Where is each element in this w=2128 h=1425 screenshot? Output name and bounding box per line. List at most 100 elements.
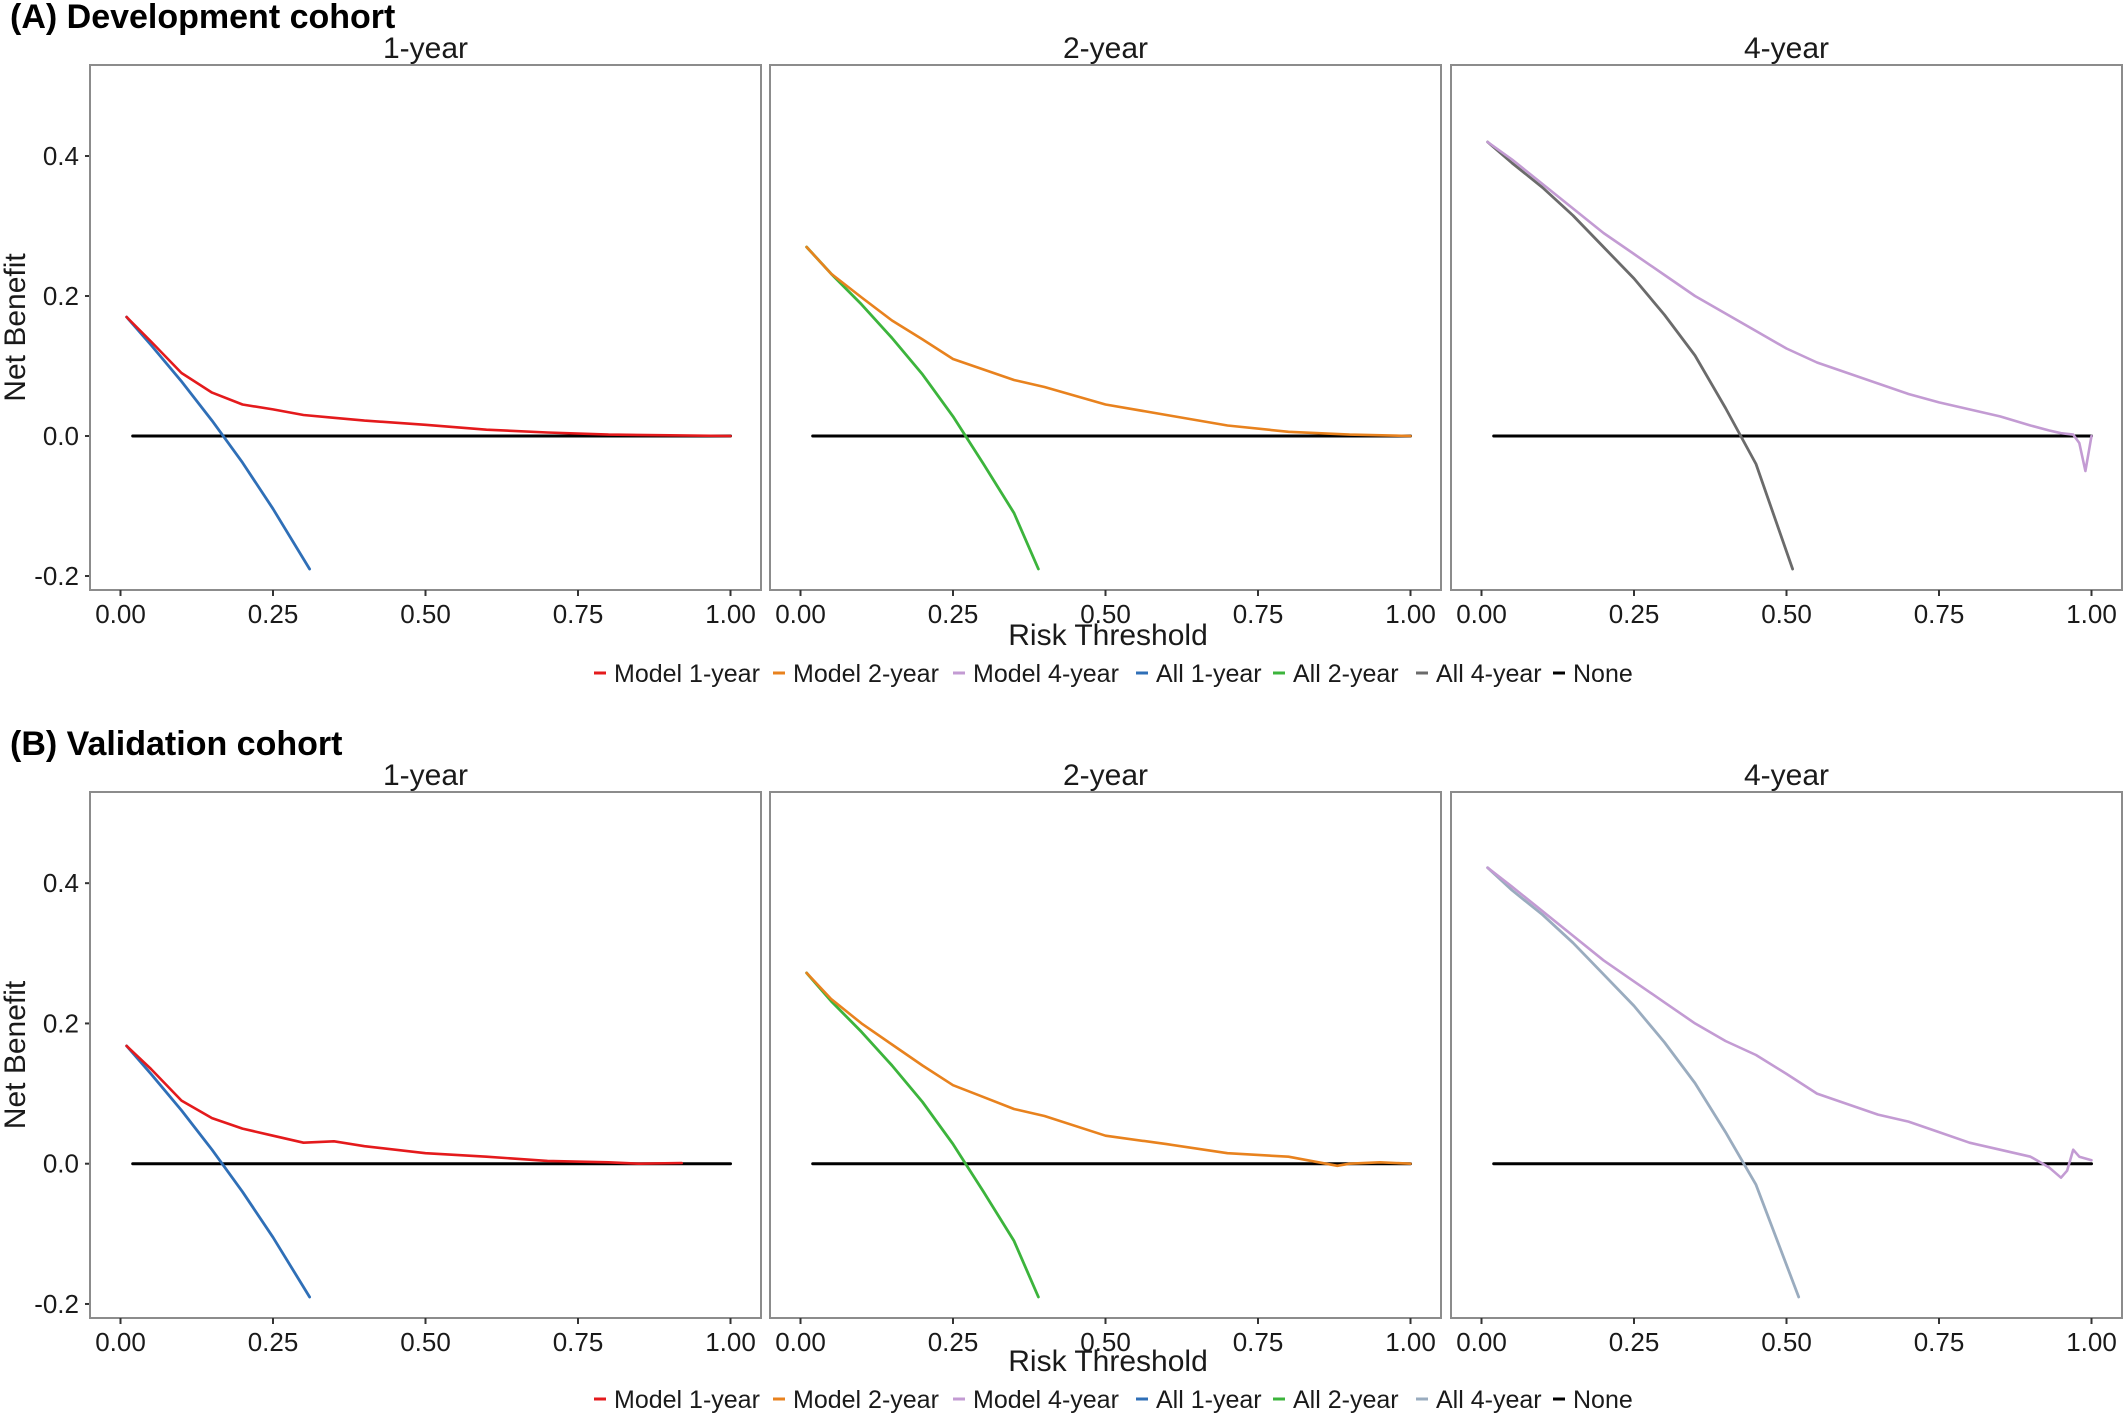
legend-label: All 1-year bbox=[1156, 1386, 1262, 1414]
facet-2-year: 2-year 0.00 0.25 0.50 0.75 1.00 bbox=[769, 759, 1442, 1357]
y-tick-label: 0.4 bbox=[43, 141, 79, 171]
x-tick-label: 0.75 bbox=[1233, 599, 1284, 629]
panel-frame bbox=[769, 64, 1442, 591]
x-tick-label: 0.75 bbox=[1914, 599, 1965, 629]
x-tick-label: 0.50 bbox=[400, 599, 451, 629]
x-axis-title: Risk Threshold bbox=[1008, 1345, 1208, 1378]
x-tick-label: 0.00 bbox=[95, 1327, 146, 1357]
legend-label: Model 2-year bbox=[793, 660, 939, 688]
x-tick-label: 0.50 bbox=[1080, 1327, 1131, 1357]
series-model-line bbox=[805, 245, 1412, 438]
y-axis-title: Net Benefit bbox=[0, 980, 32, 1129]
x-tick-label: 1.00 bbox=[2066, 1327, 2117, 1357]
x-tick-label: 0.50 bbox=[1761, 599, 1812, 629]
legend-label: None bbox=[1573, 1386, 1633, 1414]
x-tick-label: 0.25 bbox=[248, 1327, 299, 1357]
x-tick-label: 0.25 bbox=[1609, 1327, 1660, 1357]
x-tick-label: 1.00 bbox=[2066, 599, 2117, 629]
facet-title: 2-year bbox=[1063, 32, 1148, 65]
x-tick-label: 0.00 bbox=[775, 1327, 826, 1357]
y-tick-label: 0.0 bbox=[43, 1149, 79, 1179]
x-tick-label: 1.00 bbox=[705, 1327, 756, 1357]
legend: Model 1-year Model 2-year Model 4-year All … bbox=[594, 1386, 1633, 1414]
legend-item: All 1-year bbox=[1136, 660, 1262, 688]
legend-label: All 2-year bbox=[1293, 1386, 1399, 1414]
y-axis-title: Net Benefit bbox=[0, 253, 32, 402]
x-tick-label: 0.50 bbox=[1080, 599, 1131, 629]
legend-item: All 2-year bbox=[1273, 1386, 1399, 1414]
series-model-line bbox=[125, 315, 732, 438]
x-tick-label: 0.00 bbox=[95, 599, 146, 629]
y-tick-label: -0.2 bbox=[34, 1289, 79, 1319]
facet-4-year: 4-year 0.00 0.25 0.50 0.75 1.00 bbox=[1450, 759, 2123, 1357]
legend-label: All 1-year bbox=[1156, 660, 1262, 688]
legend-label: All 4-year bbox=[1436, 660, 1542, 688]
panel-frame bbox=[1450, 791, 2123, 1319]
legend-item: Model 2-year bbox=[773, 1386, 939, 1414]
x-tick-label: 0.25 bbox=[928, 599, 979, 629]
series-all-line bbox=[125, 315, 312, 571]
legend-item: Model 4-year bbox=[953, 1386, 1119, 1414]
panel-frame bbox=[1450, 64, 2123, 591]
legend-item: All 4-year bbox=[1416, 1386, 1542, 1414]
y-tick-label: 0.4 bbox=[43, 868, 79, 898]
x-tick-label: 0.75 bbox=[553, 1327, 604, 1357]
y-tick-label: 0.0 bbox=[43, 421, 79, 451]
x-tick-label: 0.50 bbox=[400, 1327, 451, 1357]
series-model-line bbox=[1486, 140, 2093, 473]
legend-label: Model 2-year bbox=[793, 1386, 939, 1414]
legend-item: None bbox=[1553, 660, 1633, 688]
panel-frame bbox=[769, 791, 1442, 1319]
x-tick-label: 0.00 bbox=[1456, 599, 1507, 629]
series-model-line bbox=[805, 971, 1412, 1168]
x-tick-label: 0.00 bbox=[1456, 1327, 1507, 1357]
legend: Model 1-year Model 2-year Model 4-year All … bbox=[594, 660, 1633, 688]
series-all-line bbox=[1486, 140, 1794, 571]
legend-item: All 4-year bbox=[1416, 660, 1542, 688]
legend-item: Model 4-year bbox=[953, 660, 1119, 688]
section-title: (B) Validation cohort bbox=[10, 725, 342, 763]
development-cohort-section: (A) Development cohort -0.2 0.0 0.2 0.4 Net B… bbox=[0, 0, 2123, 688]
x-tick-label: 0.00 bbox=[775, 599, 826, 629]
series-model-line bbox=[1486, 866, 2093, 1179]
facet-2-year: 2-year 0.00 0.25 0.50 0.75 1.00 bbox=[769, 32, 1442, 629]
facet-title: 4-year bbox=[1744, 32, 1829, 65]
section-title: (A) Development cohort bbox=[10, 0, 395, 36]
legend-item: Model 1-year bbox=[594, 1386, 760, 1414]
legend-item: None bbox=[1553, 1386, 1633, 1414]
legend-item: Model 2-year bbox=[773, 660, 939, 688]
x-tick-label: 1.00 bbox=[1385, 599, 1436, 629]
legend-label: Model 1-year bbox=[614, 660, 760, 688]
series-model-line bbox=[125, 1044, 684, 1165]
series-all-line bbox=[1486, 866, 1801, 1299]
legend-label: Model 4-year bbox=[973, 660, 1119, 688]
series-all-line bbox=[805, 245, 1040, 571]
facet-title: 4-year bbox=[1744, 759, 1829, 792]
x-tick-label: 0.25 bbox=[248, 599, 299, 629]
x-tick-label: 0.75 bbox=[1233, 1327, 1284, 1357]
y-tick-label: 0.2 bbox=[43, 281, 79, 311]
legend-label: Model 1-year bbox=[614, 1386, 760, 1414]
series-all-line bbox=[805, 971, 1040, 1299]
facet-title: 2-year bbox=[1063, 759, 1148, 792]
facet-4-year: 4-year 0.00 0.25 0.50 0.75 1.00 bbox=[1450, 32, 2123, 629]
legend-label: All 2-year bbox=[1293, 660, 1399, 688]
legend-label: All 4-year bbox=[1436, 1386, 1542, 1414]
legend-item: All 2-year bbox=[1273, 660, 1399, 688]
x-tick-label: 0.75 bbox=[1914, 1327, 1965, 1357]
y-tick-label: -0.2 bbox=[34, 561, 79, 591]
series-all-line bbox=[125, 1044, 312, 1299]
panel-frame bbox=[89, 64, 762, 591]
facet-title: 1-year bbox=[383, 759, 468, 792]
legend-item: All 1-year bbox=[1136, 1386, 1262, 1414]
validation-cohort-section: (B) Validation cohort -0.2 0.0 0.2 0.4 Net Be… bbox=[0, 725, 2123, 1414]
x-tick-label: 0.75 bbox=[553, 599, 604, 629]
facet-title: 1-year bbox=[383, 32, 468, 65]
x-tick-label: 1.00 bbox=[705, 599, 756, 629]
legend-label: Model 4-year bbox=[973, 1386, 1119, 1414]
y-tick-label: 0.2 bbox=[43, 1008, 79, 1038]
legend-label: None bbox=[1573, 660, 1633, 688]
x-tick-label: 0.25 bbox=[1609, 599, 1660, 629]
x-tick-label: 1.00 bbox=[1385, 1327, 1436, 1357]
